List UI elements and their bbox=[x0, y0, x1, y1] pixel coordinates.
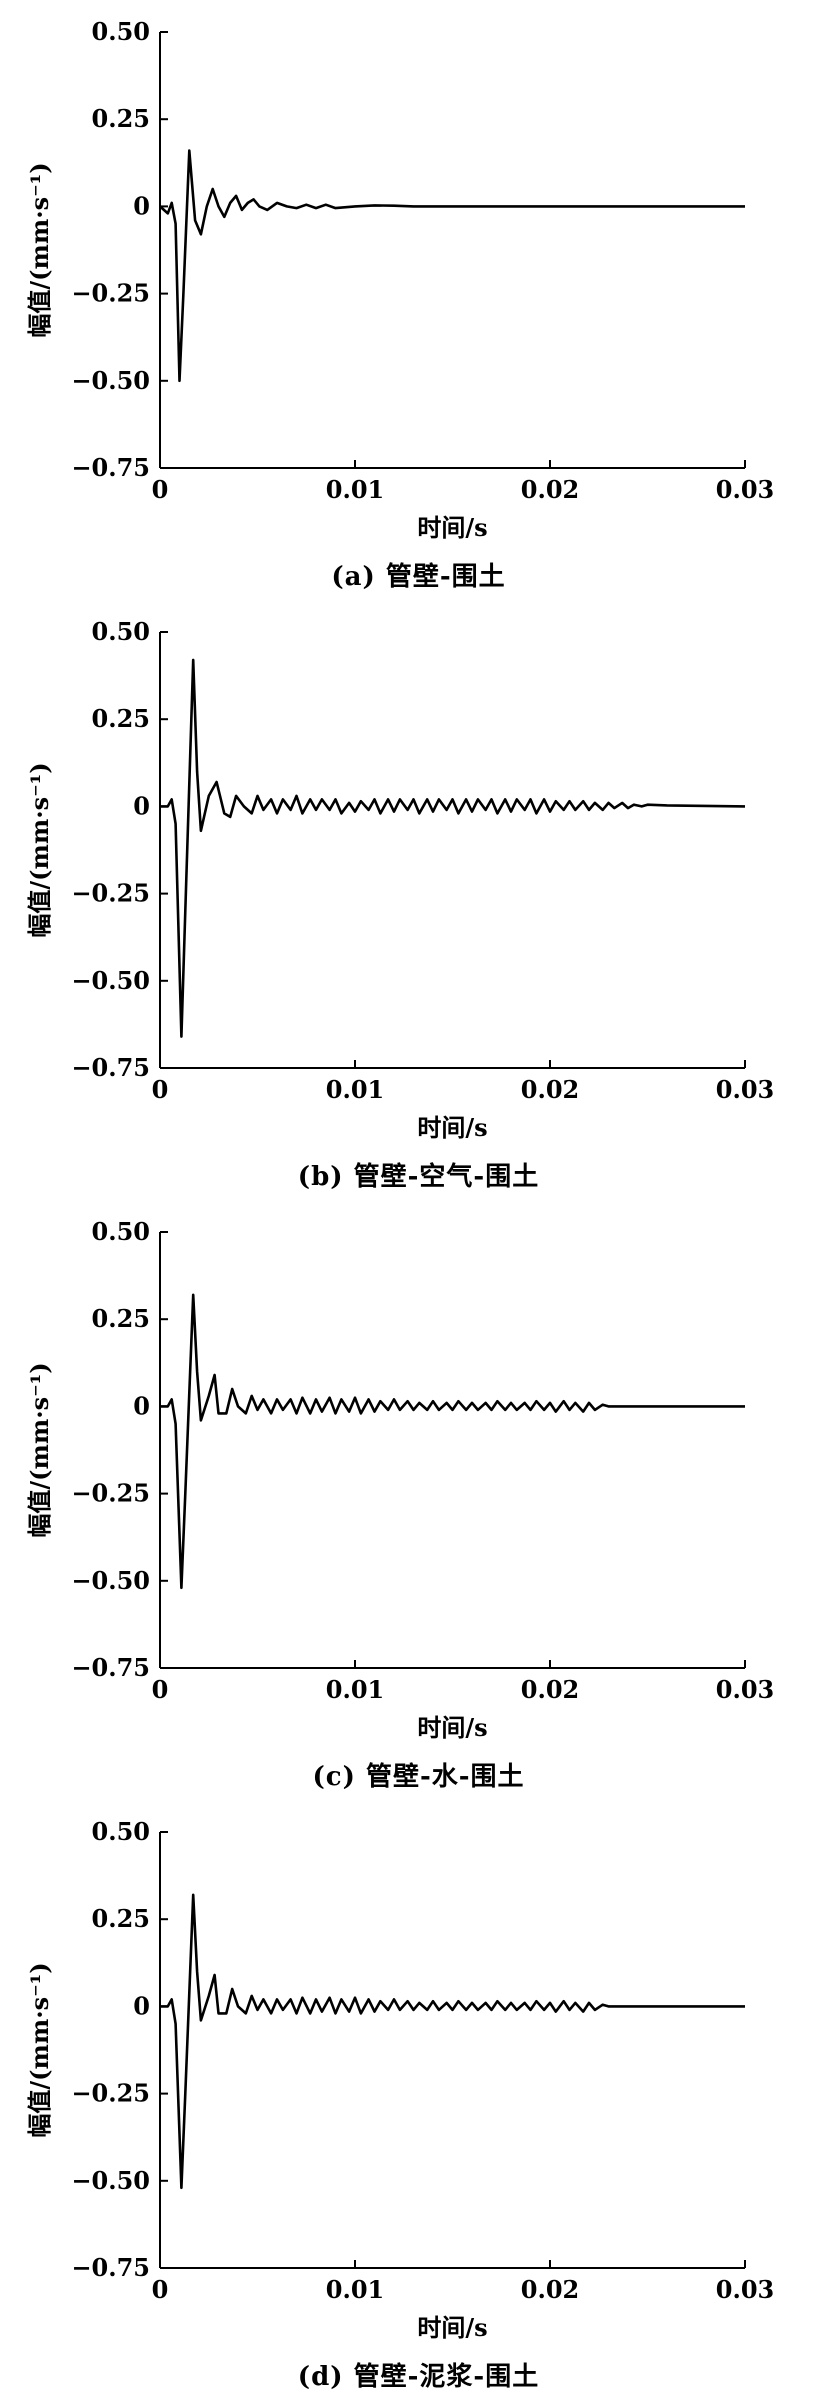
x-axis-label: 时间/s bbox=[417, 513, 487, 542]
chart-svg-b: 0.500.250−0.25−0.50−0.750 0.01 0.02 0.03时间/… bbox=[25, 617, 774, 1142]
x-tick-label: 0.02 bbox=[521, 1675, 579, 1704]
x-tick-label: 0.02 bbox=[521, 475, 579, 504]
x-tick-label: 0.02 bbox=[521, 1075, 579, 1104]
y-tick-label: 0 bbox=[133, 191, 150, 220]
x-tick-label: 0 bbox=[152, 475, 169, 504]
chart-panel-c: 0.50 0.25 0 −0.25 −0.50 −0.75 0 0.01 0.02 0.03 时间/… bbox=[0, 1200, 837, 1800]
x-tick-label: 0.01 bbox=[326, 2275, 384, 2304]
series-line bbox=[160, 1893, 745, 2190]
x-axis-label: 时间/s bbox=[417, 1113, 487, 1142]
x-axis-label: 时间/s bbox=[417, 2313, 487, 2342]
y-tick-label: 0 bbox=[133, 1391, 150, 1420]
y-tick-label: −0.50 bbox=[71, 1566, 150, 1595]
y-tick-label: −0.25 bbox=[71, 879, 150, 908]
x-tick-label: 0.03 bbox=[716, 475, 774, 504]
y-tick-label: −0.25 bbox=[71, 279, 150, 308]
y-tick-label: −0.50 bbox=[71, 366, 150, 395]
x-tick-label: 0.01 bbox=[326, 475, 384, 504]
series-line bbox=[160, 658, 746, 1038]
series-line bbox=[160, 1293, 745, 1590]
y-tick-label: −0.25 bbox=[71, 1479, 150, 1508]
y-tick-label: 0.50 bbox=[92, 1217, 150, 1246]
y-tick-label: −0.25 bbox=[71, 2079, 150, 2108]
y-tick-label: −0.75 bbox=[71, 453, 150, 482]
y-tick-label: 0.25 bbox=[92, 1304, 150, 1333]
y-axis-label: 幅值/(mm·s⁻¹) bbox=[25, 1362, 54, 1537]
y-tick-label: 0.50 bbox=[92, 617, 150, 646]
y-axis-label: 幅值/(mm·s⁻¹) bbox=[25, 162, 54, 337]
x-tick-label: 0 bbox=[152, 2275, 169, 2304]
x-tick-label: 0.01 bbox=[326, 1075, 384, 1104]
x-tick-label: 0 bbox=[152, 1075, 169, 1104]
x-tick-label: 0 bbox=[152, 1675, 169, 1704]
y-tick-label: 0.50 bbox=[92, 17, 150, 46]
x-axis-label: 时间/s bbox=[417, 1713, 487, 1742]
chart-svg-a: 0.500.250−0.25−0.50−0.750 0.01 0.02 0.03时间/… bbox=[25, 17, 774, 542]
y-tick-label: 0 bbox=[133, 791, 150, 820]
y-tick-label: 0 bbox=[133, 1991, 150, 2020]
chart-svg-c: 0.500.250−0.25−0.50−0.750 0.01 0.02 0.03时间/… bbox=[25, 1217, 774, 1742]
x-tick-label: 0.02 bbox=[521, 2275, 579, 2304]
y-tick-label: −0.75 bbox=[71, 1653, 150, 1682]
series-line bbox=[159, 149, 745, 383]
chart-caption-d: (d) 管壁-泥浆-围土 bbox=[297, 2362, 540, 2392]
chart-svg-d: 0.500.250−0.25−0.50−0.750 0.01 0.02 0.03时间/… bbox=[25, 1817, 774, 2342]
y-tick-label: 0.25 bbox=[92, 104, 150, 133]
chart-panel-d: 0.50 0.25 0 −0.25 −0.50 −0.75 0 0.01 0.02 0.03 时间/… bbox=[0, 1800, 837, 2400]
y-tick-label: 0.25 bbox=[92, 1904, 150, 1933]
y-tick-label: −0.75 bbox=[71, 2253, 150, 2282]
chart-caption-c: (c) 管壁-水-围土 bbox=[312, 1762, 525, 1792]
chart-caption-a: (a) 管壁-围土 bbox=[331, 562, 506, 592]
x-tick-label: 0.03 bbox=[716, 2275, 774, 2304]
y-tick-label: −0.50 bbox=[71, 966, 150, 995]
y-tick-label: 0.50 bbox=[92, 1817, 150, 1846]
x-tick-label: 0.03 bbox=[716, 1075, 774, 1104]
chart-panel-a: 0.50 0.25 0 −0.25 −0.50 −0.75 0 0.01 0.02 0.03 时间/… bbox=[0, 0, 837, 600]
chart-caption-b: (b) 管壁-空气-围土 bbox=[297, 1162, 540, 1192]
y-tick-label: −0.75 bbox=[71, 1053, 150, 1082]
y-axis-label: 幅值/(mm·s⁻¹) bbox=[25, 762, 54, 937]
y-tick-label: −0.50 bbox=[71, 2166, 150, 2195]
x-tick-label: 0.03 bbox=[716, 1675, 774, 1704]
y-tick-label: 0.25 bbox=[92, 704, 150, 733]
chart-panel-b: 0.50 0.25 0 −0.25 −0.50 −0.75 0 0.01 0.02 0.03 时间/… bbox=[0, 600, 837, 1200]
x-tick-label: 0.01 bbox=[326, 1675, 384, 1704]
y-axis-label: 幅值/(mm·s⁻¹) bbox=[25, 1962, 54, 2137]
